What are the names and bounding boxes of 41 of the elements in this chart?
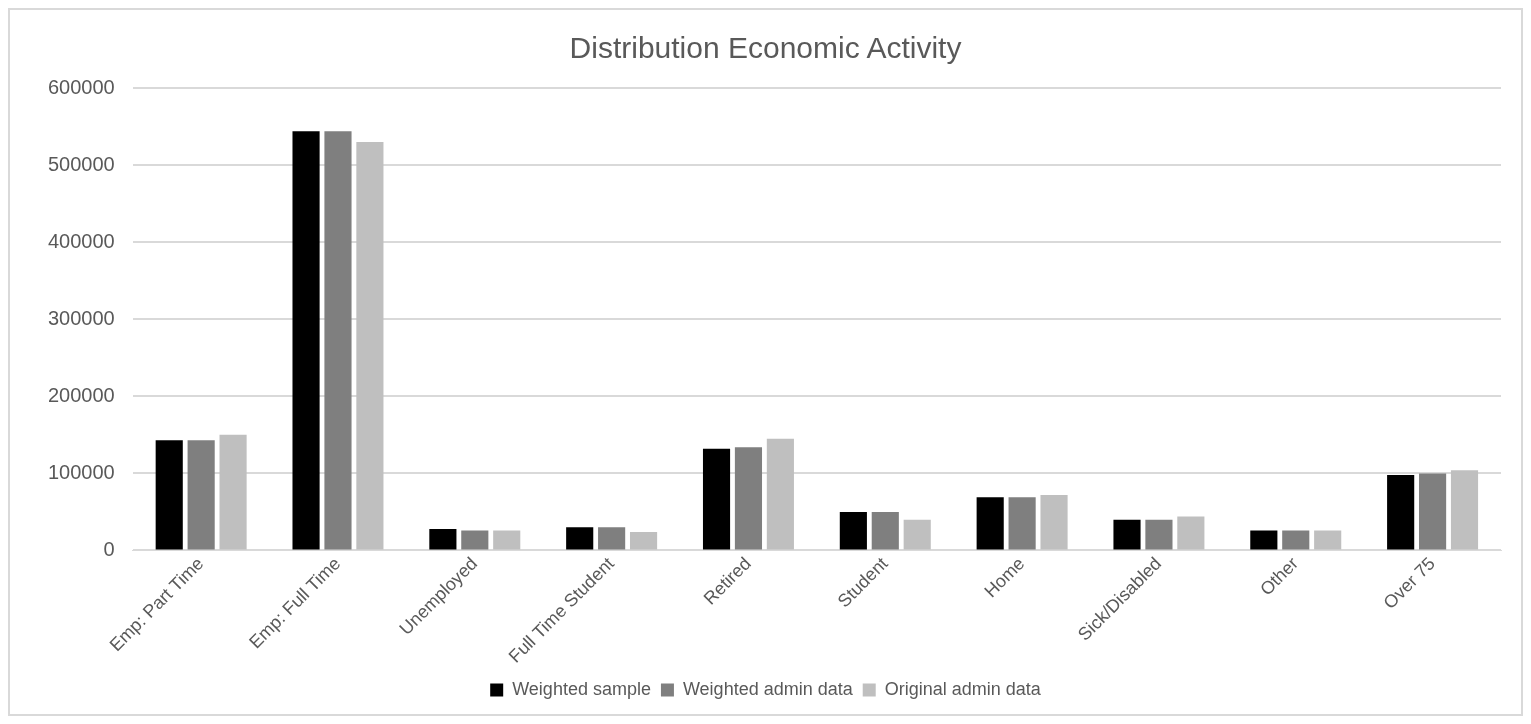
bar: [1145, 519, 1173, 550]
bar: [324, 131, 352, 550]
bar: [1113, 519, 1141, 550]
bar: [766, 438, 794, 550]
y-tick-label: 300000: [47, 306, 115, 329]
legend-label: Original admin data: [884, 678, 1042, 699]
bar: [1040, 494, 1068, 550]
y-tick-label: 200000: [47, 383, 115, 406]
bar: [1282, 530, 1310, 550]
bar: [356, 141, 384, 550]
bar: [461, 530, 489, 550]
bar: [566, 527, 594, 550]
bar: [187, 440, 215, 550]
bar: [598, 527, 626, 550]
bar: [1314, 530, 1342, 550]
legend-label: Weighted sample: [512, 678, 651, 699]
bar: [871, 511, 899, 550]
bar: [493, 530, 521, 550]
bar: [1008, 497, 1036, 550]
bar: [429, 528, 457, 550]
bar: [1419, 473, 1447, 550]
y-tick-label: 0: [103, 537, 115, 560]
bar: [629, 531, 658, 550]
y-tick-label: 600000: [47, 75, 115, 98]
bar: [903, 519, 931, 550]
y-tick-label: 400000: [47, 229, 115, 252]
bar: [1450, 470, 1479, 550]
bar: [734, 447, 763, 550]
y-tick-label: 100000: [47, 460, 115, 483]
bar: [1250, 530, 1278, 550]
bar: [1387, 474, 1415, 550]
bar: [292, 131, 320, 550]
bar: [839, 511, 867, 550]
bar: [219, 434, 247, 550]
legend-label: Weighted admin data: [682, 678, 854, 699]
bar: [155, 440, 183, 550]
chart-title: Distribution Economic Activity: [569, 31, 962, 65]
y-tick-label: 500000: [47, 152, 115, 175]
bar: [1177, 516, 1205, 550]
bar: [976, 497, 1004, 550]
bar: [702, 448, 731, 550]
